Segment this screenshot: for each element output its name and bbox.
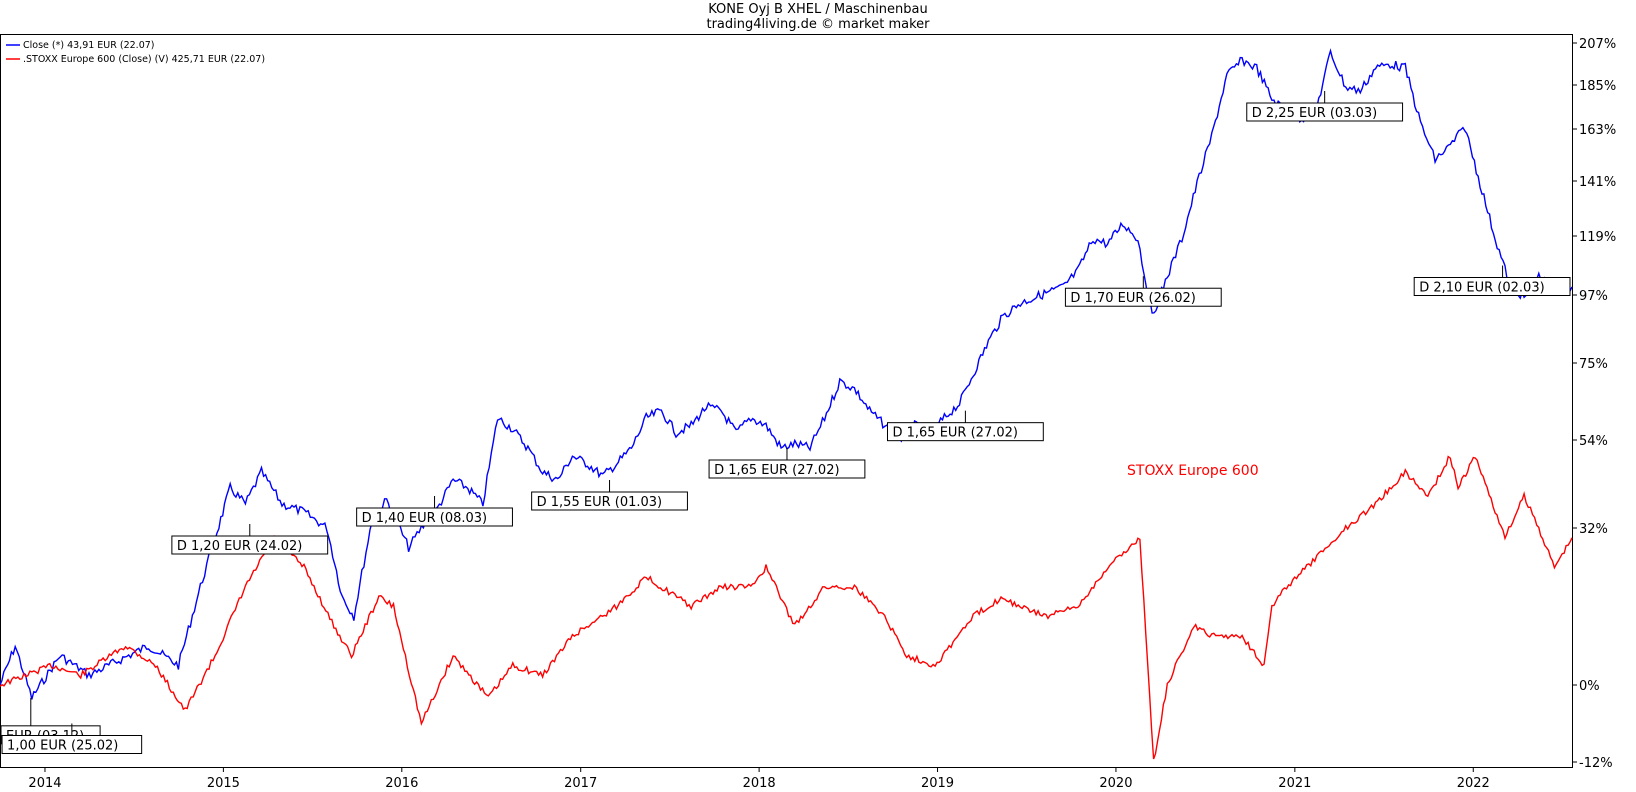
dividend-annotation: D 2,25 EUR (03.03) [1246, 91, 1404, 122]
dividend-annotation-label: D 1,65 EUR (27.02) [892, 426, 1017, 441]
dividend-annotation-box [1064, 287, 1222, 307]
dividend-annotation: D 2,10 EUR (02.03) [1413, 265, 1571, 296]
dividend-annotation-box [1246, 102, 1404, 122]
x-tick-label: 2016 [385, 776, 418, 791]
annotations: EUR (03.12)1,00 EUR (25.02)D 1,20 EUR (2… [0, 91, 1571, 754]
dividend-annotation-box [708, 459, 866, 479]
dividend-annotation-box [1, 735, 143, 754]
legend-label-kone: Close (*) 43,91 EUR (22.07) [23, 40, 154, 51]
x-tick-label: 2020 [1099, 776, 1132, 791]
dividend-annotation: D 1,20 EUR (24.02) [171, 524, 329, 555]
x-tick-label: 2021 [1278, 776, 1311, 791]
dividend-annotation-box [171, 535, 329, 555]
dividend-annotation-label: D 1,20 EUR (24.02) [177, 539, 302, 554]
chart-title: KONE Oyj B XHEL / Maschinenbau [708, 2, 928, 17]
x-tick-label: 2018 [743, 776, 776, 791]
series-line-stoxx [0, 455, 1573, 760]
dividend-annotation: D 1,65 EUR (27.02) [886, 410, 1044, 442]
stoxx-series-label: STOXX Europe 600 [1127, 463, 1259, 479]
x-tick-label: 2014 [28, 776, 61, 791]
dividend-annotation-label: D 1,40 EUR (08.03) [362, 511, 487, 526]
y-tick-label: 32% [1579, 522, 1608, 537]
y-tick-label: 163% [1579, 123, 1616, 138]
dividend-annotation: 1,00 EUR (25.02) [1, 723, 143, 754]
legend-label-stoxx: .STOXX Europe 600 (Close) (V) 425,71 EUR… [23, 54, 265, 65]
dividend-annotation-label: D 1,65 EUR (27.02) [714, 463, 839, 478]
y-tick-label: 207% [1579, 37, 1616, 52]
x-tick-label: 2017 [564, 776, 597, 791]
y-tick-label: -12% [1579, 756, 1613, 771]
dividend-annotation-label: D 2,25 EUR (03.03) [1252, 106, 1377, 121]
dividend-annotation-label: D 1,70 EUR (26.02) [1070, 291, 1195, 306]
x-axis: 2014 2015 2016 2017 2018 2019 2020 2021 2022 [28, 767, 1490, 791]
dividend-annotation: D 1,65 EUR (27.02) [708, 448, 866, 479]
dividend-annotation: D 1,55 EUR (01.03) [531, 480, 688, 511]
y-axis: -12% 0% 32% 54% 75% 97% 119% 141% 163% 185% 207% [1572, 37, 1616, 771]
dividend-annotation-box [531, 491, 688, 511]
legend: Close (*) 43,91 EUR (22.07) .STOXX Europ… [6, 40, 265, 65]
dividend-annotation-label: D 2,10 EUR (02.03) [1419, 281, 1544, 296]
x-tick-label: 2015 [207, 776, 240, 791]
x-tick-label: 2022 [1457, 776, 1490, 791]
dividend-annotation-box [356, 507, 513, 527]
y-tick-label: 119% [1579, 230, 1616, 245]
y-tick-label: 75% [1579, 357, 1608, 372]
x-tick-label: 2019 [921, 776, 954, 791]
dividend-annotation: D 1,70 EUR (26.02) [1064, 276, 1222, 307]
series-layer [0, 48, 1573, 760]
y-tick-label: 54% [1579, 434, 1608, 449]
y-tick-label: 141% [1579, 175, 1616, 190]
dividend-annotation-label: D 1,55 EUR (01.03) [537, 495, 662, 510]
y-tick-label: 0% [1579, 679, 1600, 694]
y-tick-label: 185% [1579, 79, 1616, 94]
chart-subtitle: trading4living.de © market maker [706, 17, 930, 32]
dividend-annotation: D 1,40 EUR (08.03) [356, 496, 513, 527]
dividend-annotation-box [1413, 277, 1571, 296]
plot-frame [0, 34, 1573, 768]
y-tick-label: 97% [1579, 289, 1608, 304]
dividend-annotation-label: 1,00 EUR (25.02) [7, 739, 118, 754]
series-line-kone [0, 48, 1573, 700]
dividend-annotation-box [886, 422, 1044, 442]
